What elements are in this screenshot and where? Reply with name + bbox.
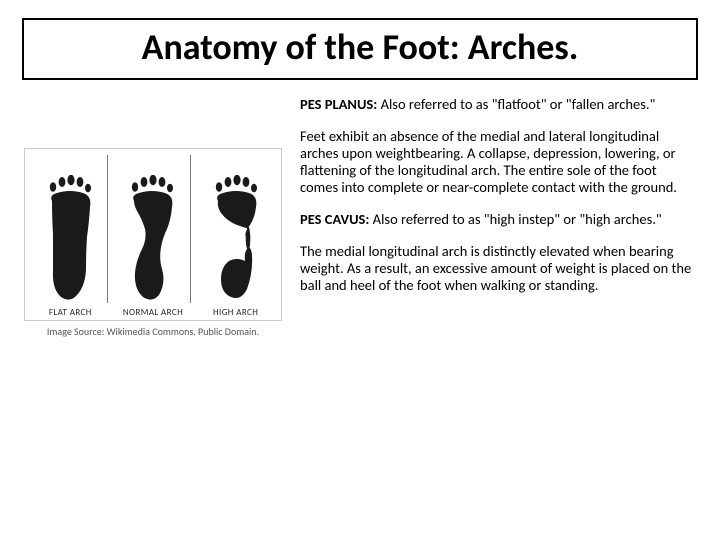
text-column: PES PLANUS: Also referred to as "flatfoo… [300,96,696,338]
flat-arch-footprint-icon [43,175,97,303]
figure-column: FLAT ARCH NORMAL ARCH HIGH ARCH Image So… [24,96,282,338]
foot-arch-figure: FLAT ARCH NORMAL ARCH HIGH ARCH [24,148,282,321]
high-arch-label: HIGH ARCH [198,307,274,318]
pes-cavus-heading-para: PES CAVUS: Also referred to as "high ins… [300,211,696,228]
pes-cavus-rest: Also referred to as "high instep" or "hi… [369,210,661,228]
content-area: FLAT ARCH NORMAL ARCH HIGH ARCH Image So… [0,92,720,338]
normal-arch-label: NORMAL ARCH [115,307,191,318]
normal-arch-footprint-icon [125,175,179,303]
pes-cavus-body: The medial longitudinal arch is distinct… [300,243,696,294]
arch-labels-row: FLAT ARCH NORMAL ARCH HIGH ARCH [29,307,277,318]
high-arch-cell [198,155,274,303]
flat-arch-cell [32,155,108,303]
pes-cavus-lead: PES CAVUS: [300,210,369,228]
flat-arch-label: FLAT ARCH [32,307,108,318]
figure-caption: Image Source: Wikimedia Commons. Public … [24,325,282,338]
pes-planus-rest: Also referred to as "flatfoot" or "falle… [377,95,655,113]
title-container: Anatomy of the Foot: Arches. [22,18,698,80]
pes-planus-heading-para: PES PLANUS: Also referred to as "flatfoo… [300,96,696,113]
normal-arch-cell [115,155,191,303]
slide-title: Anatomy of the Foot: Arches. [36,28,684,68]
footprints-row [29,155,277,303]
pes-planus-body: Feet exhibit an absence of the medial an… [300,128,696,196]
pes-planus-lead: PES PLANUS: [300,95,377,113]
high-arch-footprint-icon [209,175,263,303]
